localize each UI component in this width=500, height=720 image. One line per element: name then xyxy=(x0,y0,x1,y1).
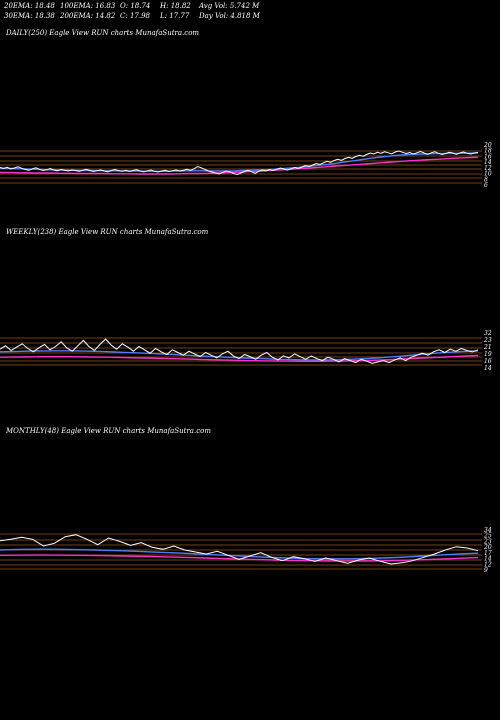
weekly-tick-label: 23 xyxy=(483,337,492,344)
weekly-ema-short-line xyxy=(0,350,479,361)
stat-ema30: 30EMA: 18.38 xyxy=(4,12,55,20)
daily-price-line xyxy=(0,150,479,176)
weekly-tick-label: 21 xyxy=(483,344,492,351)
stat-ema20: 20EMA: 18.48 xyxy=(4,2,55,10)
stat-open: O: 18.74 xyxy=(120,2,151,10)
stat-high: H: 18.82 xyxy=(160,2,191,10)
stat-avg-vol: Avg Vol: 5.742 M xyxy=(199,2,260,10)
stat-ema100: 100EMA: 16.83 xyxy=(60,2,116,10)
weekly-panel-title: WEEKLY(238) Eagle View RUN charts Munafa… xyxy=(6,228,209,236)
daily-tick-label: 14 xyxy=(484,159,492,166)
monthly-ema-short-line xyxy=(0,548,479,560)
weekly-ema-long-line xyxy=(0,354,479,362)
daily-tick-label: 8 xyxy=(484,176,488,183)
monthly-panel-title: MONTHLY(48) Eagle View RUN charts Munafa… xyxy=(6,427,211,435)
monthly-tick-label: 23 xyxy=(483,538,492,545)
weekly-tick-label: 16 xyxy=(484,358,492,365)
weekly-price-line xyxy=(0,338,479,364)
stat-ema200: 200EMA: 14.82 xyxy=(60,12,116,20)
daily-tick-label: 16 xyxy=(484,153,492,160)
stat-low: L: 17.77 xyxy=(160,12,190,20)
daily-tick-label: 6 xyxy=(484,182,488,189)
monthly-tick-label: 12 xyxy=(484,561,492,568)
daily-tick-label: 12 xyxy=(484,165,492,172)
daily-tick-label: 18 xyxy=(484,148,492,155)
monthly-tick-label: 25 xyxy=(483,533,492,540)
weekly-tick-label: 14 xyxy=(484,365,492,372)
daily-panel-title: DAILY(250) Eagle View RUN charts MunafaS… xyxy=(6,29,200,37)
daily-tick-label: 10 xyxy=(484,171,492,178)
monthly-tick-label: 20 xyxy=(483,544,492,551)
monthly-price-line xyxy=(0,534,479,565)
stat-day-vol: Day Vol: 4.818 M xyxy=(199,12,260,20)
monthly-tick-label: 34 xyxy=(484,527,492,534)
monthly-tick-label: 17 xyxy=(484,550,492,557)
weekly-tick-label: 32 xyxy=(484,330,492,337)
monthly-tick-label: 9 xyxy=(484,567,488,574)
daily-tick-label: 20 xyxy=(483,142,492,149)
stat-close: C: 17.98 xyxy=(120,12,150,20)
daily-ema-long-line xyxy=(0,156,479,175)
monthly-tick-label: 14 xyxy=(484,556,492,563)
daily-ema-short-line xyxy=(0,152,479,173)
weekly-tick-label: 19 xyxy=(484,351,492,358)
